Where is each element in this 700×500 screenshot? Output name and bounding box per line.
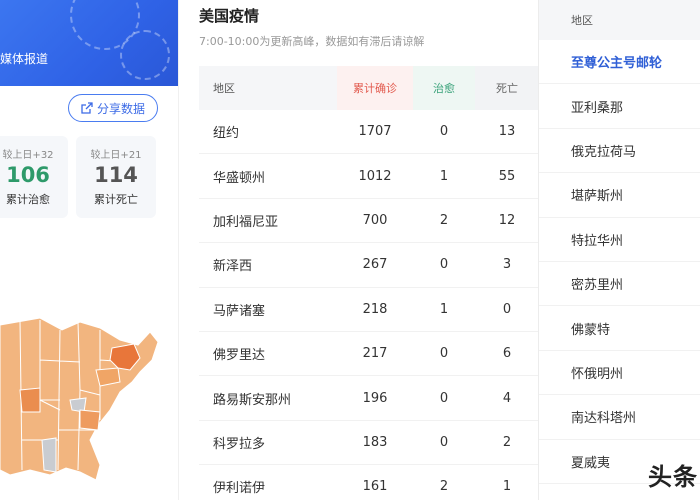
us-map[interactable] (0, 300, 178, 500)
cell-death: 2 (502, 434, 512, 450)
state-table: 地区 累计确诊 治愈 死亡 纽约 1707 0 13 华盛顿州 1012 1 55 加利福尼亚 7… (199, 66, 539, 500)
cell-cured: 0 (439, 346, 449, 362)
table-row[interactable]: 纽约 1707 0 13 (199, 110, 539, 155)
region-list-item[interactable]: 怀俄明州 (539, 351, 700, 396)
cell-death: 3 (502, 257, 512, 273)
cell-death: 6 (502, 346, 512, 362)
watermark-logo: 头条 (648, 463, 698, 491)
summary-panel: 媒体报道 分享数据 较上日+32 106 累计治愈 较上日+21 114 累计死… (0, 0, 178, 500)
region-list-item[interactable]: 俄克拉荷马 (539, 129, 700, 174)
cell-cured: 2 (439, 212, 449, 228)
cell-region: 路易斯安那州 (213, 392, 292, 408)
table-row[interactable]: 新泽西 267 0 3 (199, 243, 539, 288)
death-caption: 累计死亡 (94, 193, 138, 206)
column-header-death[interactable]: 死亡 (475, 66, 539, 110)
column-header-cured[interactable]: 治愈 (413, 66, 475, 110)
share-label: 分享数据 (96, 101, 145, 116)
column-header-region[interactable]: 地区 (199, 66, 337, 110)
table-row[interactable]: 华盛顿州 1012 1 55 (199, 154, 539, 199)
region-list-item[interactable]: 佛蒙特 (539, 306, 700, 351)
us-data-panel: 美国疫情 7:00-10:00为更新高峰，数据如有滞后请谅解 地区 累计确诊 治… (178, 0, 539, 500)
cell-death: 55 (498, 168, 516, 184)
cell-region: 马萨诸塞 (213, 303, 266, 319)
cell-death: 0 (502, 301, 512, 317)
virus-decoration-icon (120, 30, 170, 80)
cell-confirmed: 196 (362, 390, 388, 406)
cell-region: 华盛顿州 (213, 170, 266, 186)
cell-region: 伊利诺伊 (213, 481, 266, 497)
cell-confirmed: 700 (362, 212, 388, 228)
cell-death: 1 (502, 479, 512, 495)
death-stat-card: 较上日+21 114 累计死亡 (76, 136, 156, 218)
update-note: 7:00-10:00为更新高峰，数据如有滞后请谅解 (199, 35, 425, 48)
cell-confirmed: 267 (362, 257, 388, 273)
cell-confirmed: 1707 (358, 124, 392, 140)
cell-confirmed: 183 (362, 434, 388, 450)
banner-text: 媒体报道 (0, 52, 49, 66)
map-region-grey-1 (41, 437, 57, 473)
table-row[interactable]: 路易斯安那州 196 0 4 (199, 376, 539, 421)
table-header: 地区 累计确诊 治愈 死亡 (199, 66, 539, 110)
map-region-dark-1 (19, 387, 41, 413)
banner: 媒体报道 (0, 0, 178, 86)
death-count: 114 (94, 163, 138, 187)
table-body: 纽约 1707 0 13 华盛顿州 1012 1 55 加利福尼亚 700 2 12 新泽西 267 0 3 马… (199, 110, 539, 500)
cell-cured: 2 (439, 479, 449, 495)
recovered-caption: 累计治愈 (6, 193, 50, 206)
cell-confirmed: 217 (362, 346, 388, 362)
cell-region: 新泽西 (213, 259, 253, 275)
region-list-header: 地区 (539, 0, 700, 40)
map-region-new-york (109, 343, 141, 371)
region-list-item[interactable]: 至尊公主号邮轮 (539, 40, 700, 85)
cell-confirmed: 1012 (358, 168, 392, 184)
map-region-pennsylvania (95, 367, 121, 387)
region-list-item[interactable]: 堪萨斯州 (539, 173, 700, 218)
cell-cured: 0 (439, 390, 449, 406)
cell-confirmed: 161 (362, 479, 388, 495)
region-list-item[interactable]: 夏威夷 (539, 440, 700, 484)
share-data-button[interactable]: 分享数据 (68, 94, 158, 122)
death-delta: 较上日+21 (90, 150, 142, 161)
cell-death: 4 (502, 390, 512, 406)
table-row[interactable]: 加利福尼亚 700 2 12 (199, 199, 539, 244)
column-header-confirmed[interactable]: 累计确诊 (337, 66, 413, 110)
map-region-dark-2 (79, 409, 101, 431)
recovered-stat-card: 较上日+32 106 累计治愈 (0, 136, 68, 218)
share-icon (81, 102, 93, 114)
region-list-panel: 地区 至尊公主号邮轮 亚利桑那 俄克拉荷马 堪萨斯州 特拉华州 密苏里州 佛蒙特 怀俄明州 南达… (538, 0, 700, 500)
cell-cured: 0 (439, 434, 449, 450)
region-list-item[interactable]: 密苏里州 (539, 262, 700, 307)
table-row[interactable]: 伊利诺伊 161 2 1 (199, 465, 539, 500)
cell-region: 佛罗里达 (213, 348, 266, 364)
cell-cured: 1 (439, 301, 449, 317)
cell-region: 纽约 (213, 126, 240, 142)
region-list-item[interactable]: 亚利桑那 (539, 84, 700, 129)
region-list-item[interactable]: 南达科塔州 (539, 395, 700, 440)
recovered-count: 106 (6, 163, 50, 187)
table-row[interactable]: 马萨诸塞 218 1 0 (199, 288, 539, 332)
region-list-item[interactable]: 特拉华州 (539, 218, 700, 262)
cell-region: 加利福尼亚 (213, 214, 279, 230)
table-row[interactable]: 科罗拉多 183 0 2 (199, 421, 539, 466)
cell-cured: 0 (439, 257, 449, 273)
recovered-delta: 较上日+32 (2, 150, 54, 161)
cell-confirmed: 218 (362, 301, 388, 317)
region-list: 至尊公主号邮轮 亚利桑那 俄克拉荷马 堪萨斯州 特拉华州 密苏里州 佛蒙特 怀俄明州 南达科塔州… (539, 40, 700, 484)
page-title: 美国疫情 (199, 7, 260, 25)
cell-cured: 1 (439, 168, 449, 184)
cell-region: 科罗拉多 (213, 436, 266, 452)
cell-cured: 0 (439, 124, 449, 140)
cell-death: 13 (498, 124, 516, 140)
cell-death: 12 (498, 212, 516, 228)
table-row[interactable]: 佛罗里达 217 0 6 (199, 332, 539, 377)
